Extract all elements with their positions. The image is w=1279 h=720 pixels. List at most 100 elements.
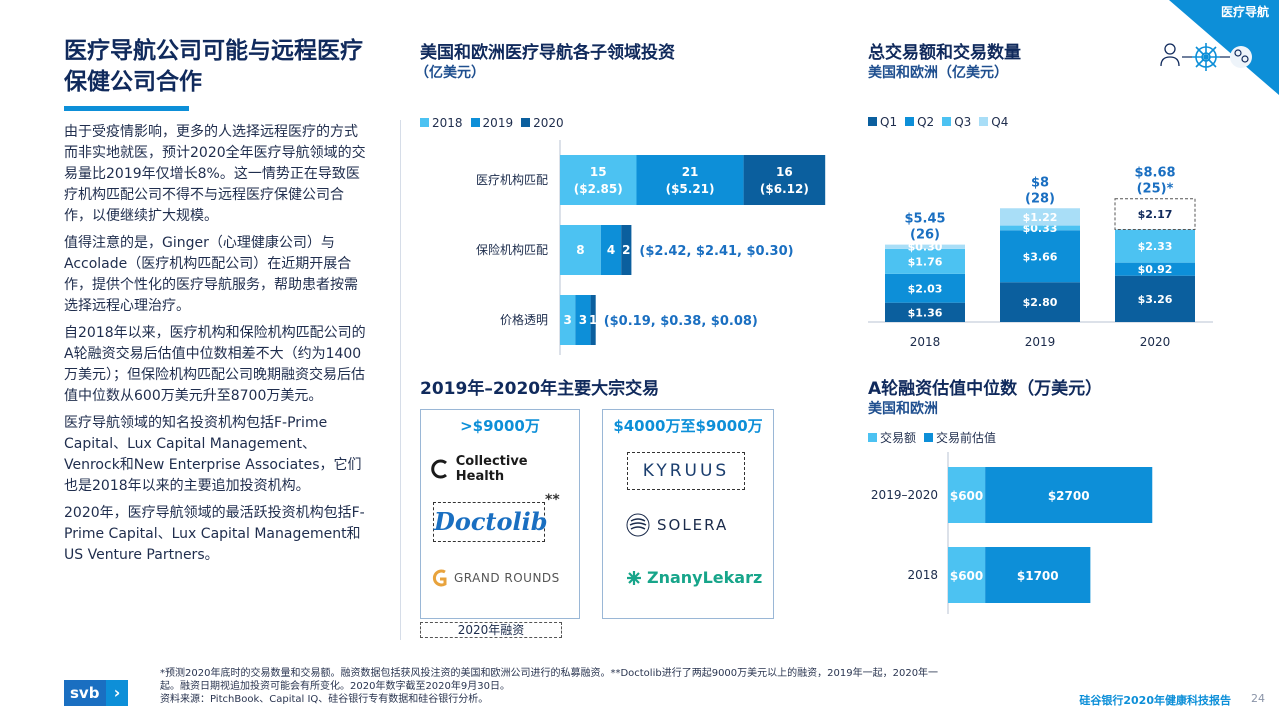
tick-label: 2019 (1025, 335, 1056, 349)
val-chart-title: A轮融资估值中位数（万美元） (868, 379, 1103, 399)
grand-rounds-logo: GRAND ROUNDS (431, 568, 560, 588)
data-label: ($2.85) (574, 182, 623, 196)
category-label: 2018 (907, 568, 938, 582)
znanylekarz-icon (627, 570, 641, 585)
bar-segment (948, 547, 986, 603)
body-text: 由于受疫情影响，更多的人选择远程医疗的方式而非实地就医，预计2020全年医疗导航… (64, 122, 369, 572)
deals-legend: 2020年融资 (420, 622, 562, 638)
solera-icon (626, 513, 650, 537)
total-chart-legend: Q1 Q2 Q3 Q4 (868, 115, 1008, 129)
paragraph: 2020年，医疗导航领域的最活跃投资机构包括F-Prime Capital、Lu… (64, 505, 365, 563)
bar-segment (621, 225, 632, 275)
data-label: $1700 (1017, 569, 1059, 583)
data-label: $1.22 (1023, 211, 1058, 224)
bar-segment (885, 302, 965, 322)
tick-label: 2018 (910, 335, 941, 349)
corner-ribbon-shape (1169, 0, 1279, 95)
data-label: $600 (950, 489, 983, 503)
bar-segment (636, 155, 744, 205)
bar-segment (885, 248, 965, 274)
legend-item-q1: Q1 (868, 115, 897, 129)
page-number: 24 (1251, 692, 1265, 705)
total-label: $8.68 (1134, 166, 1175, 181)
deals-box-over-90m: >$9000万 Collective Health Doctolib ** GR… (420, 409, 580, 619)
data-label: ($5.21) (666, 182, 715, 196)
deals-box-heading: >$9000万 (460, 417, 540, 435)
title-underline (64, 106, 189, 111)
legend-item-2018: 2018 (420, 116, 463, 130)
bar-segment (1000, 225, 1080, 231)
data-label: $2.17 (1138, 208, 1173, 221)
bar-segment (1115, 275, 1195, 322)
sub-chart-title: 美国和欧洲医疗导航各子领域投资 (420, 43, 675, 63)
data-label: $3.26 (1138, 293, 1173, 306)
footnote-line: 起。融资日期视追加投资可能会有所变化。2020年数字截至2020年9月30日。 (160, 681, 510, 692)
bar-segment (1000, 230, 1080, 283)
data-label: 15 (590, 165, 607, 179)
bar-segment (985, 547, 1091, 603)
legend-item-pre-money: 交易前估值 (924, 429, 996, 446)
footnote-line: 资料来源：PitchBook、Capital IQ、硅谷银行专有数据和硅谷银行分… (160, 694, 489, 705)
bar-segment (948, 467, 986, 523)
data-label: 2 (622, 243, 630, 257)
total-chart-subtitle: 美国和欧洲（亿美元） (868, 65, 1008, 81)
amount-label: ($2.42, $2.41, $0.30) (639, 244, 793, 259)
section-tag: 医疗导航 (1220, 5, 1269, 19)
amount-label: ($0.19, $0.38, $0.08) (604, 314, 758, 329)
bar-segment (1000, 208, 1080, 226)
data-label: 1 (589, 313, 597, 327)
data-label: 16 (776, 165, 793, 179)
bar-segment (885, 273, 965, 303)
healthcare-icons (1160, 43, 1252, 71)
category-label: 医疗机构匹配 (476, 172, 548, 187)
bar-segment (575, 295, 591, 345)
data-label: $1.76 (908, 255, 943, 268)
legend-item-deal-amount: 交易额 (868, 429, 916, 446)
total-label: $8 (1031, 175, 1049, 190)
data-label: $2700 (1048, 489, 1090, 503)
bar-segment (1115, 262, 1195, 276)
data-label: 3 (579, 313, 587, 327)
paragraph: 值得注意的是，Ginger（心理健康公司）与Accolade（医疗机构匹配公司）… (64, 235, 358, 314)
bar-segment (560, 155, 637, 205)
deals-box-heading: $4000万至$9000万 (613, 417, 763, 435)
bar-segment (560, 295, 576, 345)
bar-segment (985, 467, 1153, 523)
grand-rounds-icon (432, 569, 447, 587)
legend-item-2019: 2019 (470, 116, 513, 130)
chevron-right-icon: › (106, 680, 128, 706)
svb-logo: svb › (64, 680, 128, 706)
doctor-icon (1160, 43, 1180, 67)
data-label: $3.66 (1023, 250, 1058, 263)
solera-logo: SOLERA (625, 512, 728, 538)
collective-health-logo: Collective Health (431, 454, 579, 484)
sub-chart-unit: （亿美元） (415, 65, 485, 81)
tick-label: 2020 (1140, 335, 1171, 349)
bar-segment (590, 295, 596, 345)
legend-item-q2: Q2 (905, 115, 934, 129)
data-label: $2.80 (1023, 296, 1058, 309)
legend-item-q4: Q4 (979, 115, 1008, 129)
report-name: 硅谷银行2020年健康科技报告 (1079, 694, 1231, 707)
total-label: $5.45 (904, 212, 945, 227)
bar-segment (743, 155, 826, 205)
deals-box-40m-90m: $4000万至$9000万 KYRUUS SOLERA ZnanyLekarz (602, 409, 774, 619)
legend-item-2020: 2020 (521, 116, 564, 130)
data-label: 8 (576, 243, 584, 257)
paragraph: 自2018年以来，医疗机构和保险机构匹配公司的A轮融资交易后估值中位数相差不大（… (64, 325, 366, 404)
deals-title: 2019年–2020年主要大宗交易 (420, 379, 660, 399)
bar-segment (1115, 229, 1195, 263)
znanylekarz-logo: ZnanyLekarz (625, 568, 762, 587)
data-label: $2.03 (908, 282, 943, 295)
sub-chart-legend: 2018 2019 2020 (420, 116, 564, 130)
paragraph: 由于受疫情影响，更多的人选择远程医疗的方式而非实地就医，预计2020全年医疗导航… (64, 124, 366, 224)
data-label: $0.92 (1138, 263, 1173, 276)
category-label: 价格透明 (500, 312, 548, 327)
bar-segment (1000, 282, 1080, 322)
bar-segment (560, 225, 601, 275)
paragraph: 医疗导航领域的知名投资机构包括F-Prime Capital、Lux Capit… (64, 415, 362, 494)
count-label: (26) (910, 228, 940, 243)
bar-segment (600, 225, 622, 275)
corner-ribbon: 医疗导航 (1169, 0, 1279, 100)
